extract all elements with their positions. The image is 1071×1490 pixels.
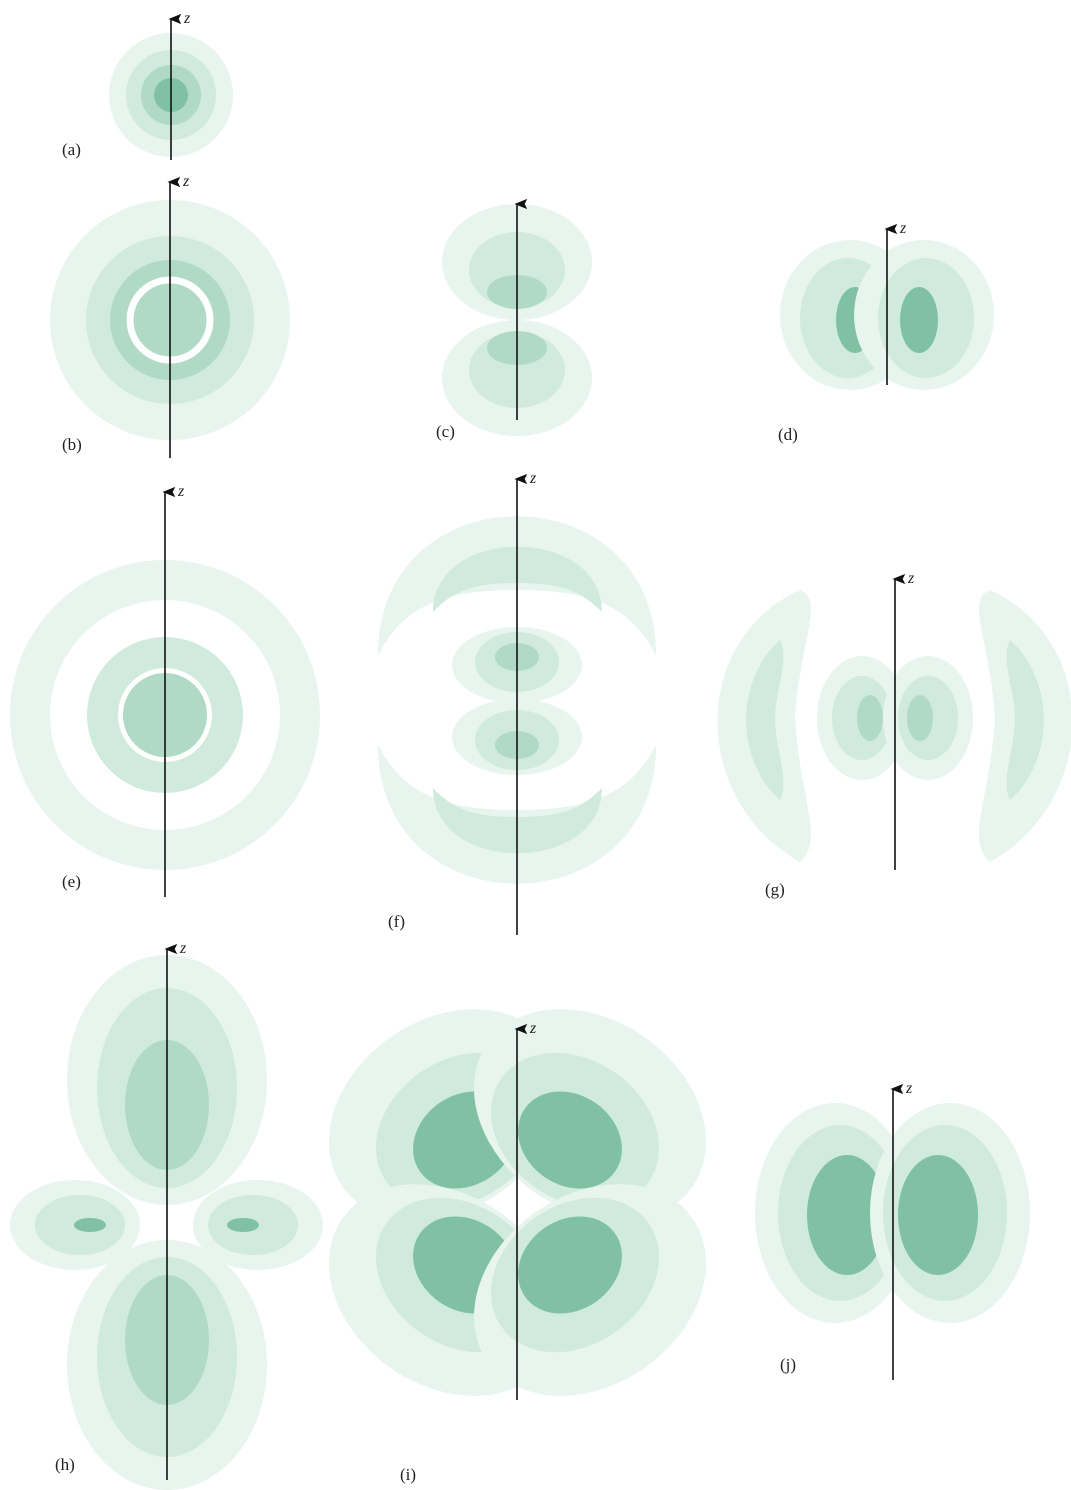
axis-label: z xyxy=(179,940,187,957)
axis-label: z xyxy=(177,483,185,500)
panel-label: (g) xyxy=(765,880,785,899)
panel-label: (i) xyxy=(400,1465,416,1484)
axis-label: z xyxy=(529,470,537,487)
panel-label: (b) xyxy=(62,435,82,454)
panel-label: (d) xyxy=(778,425,798,444)
axis-label: z xyxy=(899,220,907,237)
axis-label: z xyxy=(907,570,915,587)
panel-label: (h) xyxy=(55,1455,75,1474)
axis-label: z xyxy=(182,173,190,190)
axis-label: z xyxy=(183,10,191,27)
orbital-shapes xyxy=(10,33,1071,1490)
panel-label: (e) xyxy=(62,872,81,891)
lobe xyxy=(898,1155,978,1275)
lobe xyxy=(907,695,933,741)
lobe xyxy=(857,695,883,741)
panel-label: (c) xyxy=(436,422,455,441)
lobe xyxy=(227,1218,259,1232)
axis-label: z xyxy=(529,1020,537,1037)
lobe xyxy=(900,287,938,353)
lobe xyxy=(74,1218,106,1232)
panel-label: (f) xyxy=(388,912,405,931)
orbital-figure: z (a) z (b) (c) z (d) z (e) z (f) z (g) z (h) z (i) z (j) xyxy=(0,0,1071,1490)
axis-label: z xyxy=(905,1080,913,1097)
panel-label: (a) xyxy=(62,140,81,159)
panel-label: (j) xyxy=(780,1355,796,1374)
